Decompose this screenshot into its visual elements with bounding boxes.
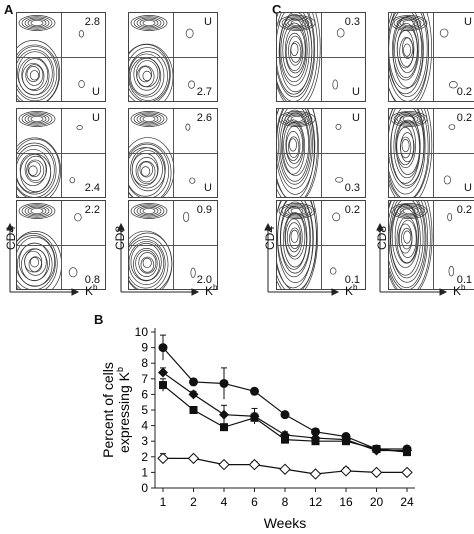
- panel-a-xlabel-left: Kb: [85, 283, 98, 298]
- data-point-square: [311, 437, 320, 446]
- y-axis-label-line2: expressing Kb: [115, 367, 132, 453]
- quadrant-value: U: [204, 182, 212, 194]
- quadrant-value: 0.9: [196, 204, 212, 216]
- quadrant-value: 0.2: [456, 204, 472, 216]
- data-point-open-diamond: [218, 458, 230, 471]
- y-tick-label: 9: [141, 341, 148, 355]
- quadrant-value: 2.0: [196, 274, 212, 286]
- quadrant-value: 2.4: [84, 182, 100, 194]
- flow-plot: 2.8 U: [16, 12, 106, 102]
- y-tick-label: 10: [135, 325, 149, 339]
- y-tick-label: 3: [141, 434, 148, 448]
- panel-c-label: C: [272, 2, 282, 17]
- x-tick-label: 8: [282, 495, 289, 509]
- quadrant-value: 2.2: [84, 204, 100, 216]
- x-tick-label: 6: [251, 495, 258, 509]
- x-tick-label: 4: [221, 495, 228, 509]
- data-point-open-diamond: [248, 458, 261, 471]
- data-point-circle: [189, 377, 198, 387]
- data-point-open-diamond: [370, 466, 383, 479]
- quadrant-value: 0.8: [84, 274, 100, 286]
- y-tick-label: 4: [141, 419, 148, 433]
- quadrant-value: U: [464, 16, 472, 28]
- y-tick-label: 7: [141, 372, 148, 386]
- flow-plot: 0.3 U: [276, 12, 366, 102]
- quadrant-value: 0.3: [344, 16, 360, 28]
- y-tick-label: 1: [141, 465, 148, 479]
- data-point-square: [372, 445, 381, 453]
- quadrant-value: U: [464, 182, 472, 194]
- x-tick-label: 20: [370, 495, 384, 509]
- flow-plot: U 2.4: [16, 108, 106, 198]
- data-point-open-diamond: [401, 466, 413, 479]
- x-tick-label: 12: [309, 495, 323, 509]
- y-tick-label: 6: [141, 387, 148, 401]
- x-tick-label: 16: [339, 495, 353, 509]
- data-point-diamond: [188, 389, 199, 400]
- quadrant-value: U: [352, 112, 360, 124]
- quadrant-value: 2.6: [196, 112, 212, 124]
- y-tick-label: 0: [141, 481, 148, 495]
- data-point-open-diamond: [340, 465, 352, 477]
- data-point-open-diamond: [157, 452, 169, 465]
- flow-plot: 2.6 U: [128, 108, 218, 198]
- data-point-square: [250, 413, 259, 422]
- data-point-square: [403, 448, 411, 457]
- data-point-circle: [219, 378, 229, 388]
- x-tick-label: 24: [400, 495, 414, 509]
- quadrant-value: 2.7: [196, 86, 212, 98]
- y-axis-label-line1: Percent of cells: [100, 362, 116, 458]
- y-tick-label: 2: [141, 450, 148, 464]
- quadrant-value: U: [352, 86, 360, 98]
- quadrant-value: U: [204, 16, 212, 28]
- panel-c-xlabel-left: Kb: [345, 283, 358, 298]
- quadrant-value: 0.1: [344, 274, 360, 286]
- flow-plot: 0.9 2.0: [128, 200, 218, 290]
- flow-plot: U 2.7: [128, 12, 218, 102]
- panel-a-label: A: [4, 2, 14, 17]
- data-point-circle: [158, 343, 168, 353]
- data-point-circle: [280, 410, 290, 420]
- quadrant-value: U: [92, 86, 100, 98]
- flow-plot: 2.2 0.8: [16, 200, 106, 290]
- quadrant-value: U: [92, 112, 100, 124]
- data-point-open-diamond: [279, 463, 291, 475]
- data-point-circle: [311, 427, 320, 437]
- y-tick-label: 5: [141, 403, 148, 417]
- quadrant-value: 0.2: [456, 86, 472, 98]
- y-tick-label: 8: [141, 356, 148, 370]
- panel-c-xlabel-right: Kb: [453, 283, 466, 298]
- data-point-square: [159, 381, 167, 390]
- data-point-square: [281, 435, 289, 444]
- panel-b-label: B: [94, 312, 104, 327]
- flow-plot: U 0.2: [388, 12, 474, 102]
- data-point-diamond: [219, 409, 229, 420]
- x-tick-label: 1: [160, 495, 167, 509]
- data-point-open-diamond: [187, 452, 200, 465]
- flow-plot: U 0.3: [276, 108, 366, 198]
- data-point-square: [342, 437, 350, 446]
- flow-plot: 0.2 0.1: [388, 200, 474, 290]
- quadrant-value: 0.3: [344, 182, 360, 194]
- panel-a-xlabel-right: Kb: [205, 283, 218, 298]
- data-point-diamond: [158, 367, 168, 378]
- data-point-square: [220, 423, 228, 432]
- quadrant-value: 2.8: [84, 16, 100, 28]
- flow-plot: 0.2 U: [388, 108, 474, 198]
- data-point-square: [189, 406, 198, 414]
- x-tick-label: 2: [190, 495, 197, 509]
- quadrant-value: 0.2: [456, 112, 472, 124]
- x-axis-label: Weeks: [264, 515, 307, 531]
- flow-plot: 0.2 0.1: [276, 200, 366, 290]
- quadrant-value: 0.1: [456, 274, 472, 286]
- data-point-circle: [250, 386, 259, 396]
- quadrant-value: 0.2: [344, 204, 360, 216]
- flow-axis-arrows: [6, 222, 448, 296]
- data-point-open-diamond: [309, 468, 322, 480]
